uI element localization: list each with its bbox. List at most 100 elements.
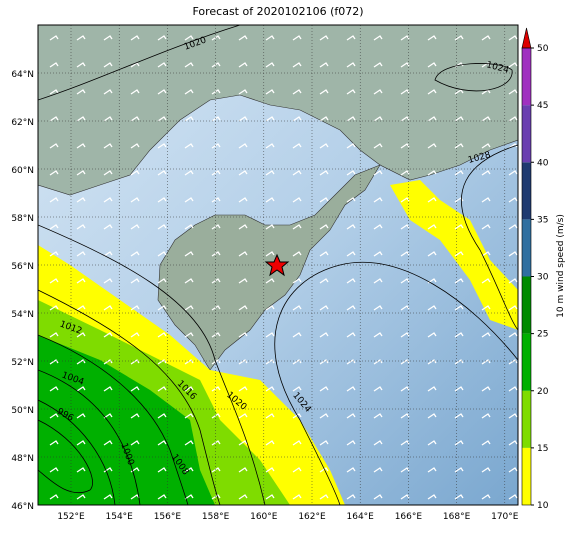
- colorbar-band: [522, 276, 531, 334]
- wind-barb: [157, 224, 167, 230]
- colorbar-band: [522, 162, 531, 220]
- wind-barb: [49, 494, 59, 500]
- wind-barb: [319, 62, 329, 68]
- colorbar-tick-label: 25: [537, 330, 548, 340]
- wind-barb: [211, 35, 221, 41]
- wind-barb: [103, 440, 113, 446]
- wind-barb: [130, 305, 140, 311]
- wind-barb: [184, 143, 194, 149]
- wind-barb: [238, 440, 248, 446]
- lat-label: 48°N: [11, 454, 34, 464]
- wind-barb: [211, 89, 221, 95]
- wind-barb: [49, 359, 59, 365]
- lat-label: 62°N: [11, 118, 34, 128]
- wind-barb: [454, 386, 464, 392]
- wind-field: [390, 180, 518, 330]
- wind-barb: [373, 116, 383, 122]
- wind-barb: [508, 413, 518, 419]
- wind-barb: [76, 35, 86, 41]
- wind-barb: [481, 494, 491, 500]
- wind-barb: [427, 332, 437, 338]
- lon-label: 152°E: [57, 512, 85, 522]
- lat-label: 54°N: [11, 310, 34, 320]
- wind-barb: [157, 332, 167, 338]
- wind-barb: [427, 386, 437, 392]
- wind-barb: [157, 278, 167, 284]
- wind-barb: [49, 35, 59, 41]
- wind-barb: [130, 197, 140, 203]
- wind-barb: [427, 305, 437, 311]
- wind-field: [38, 335, 215, 505]
- wind-barb: [49, 170, 59, 176]
- wind-barb: [454, 251, 464, 257]
- wind-barb: [157, 89, 167, 95]
- wind-barb: [265, 467, 275, 473]
- wind-barb: [319, 224, 329, 230]
- wind-barb: [454, 305, 464, 311]
- wind-barb: [76, 170, 86, 176]
- lon-label: 168°E: [443, 512, 471, 522]
- wind-barb: [103, 35, 113, 41]
- wind-barb: [319, 305, 329, 311]
- wind-barb: [265, 35, 275, 41]
- colorbar-tick-label: 40: [537, 158, 549, 168]
- wind-barb: [508, 278, 518, 284]
- wind-barb: [454, 89, 464, 95]
- wind-barb: [103, 143, 113, 149]
- wind-barb: [454, 224, 464, 230]
- wind-barb: [211, 332, 221, 338]
- wind-barb: [49, 62, 59, 68]
- wind-barb: [265, 305, 275, 311]
- wind-barb: [292, 305, 302, 311]
- wind-barb: [427, 62, 437, 68]
- land-mainland: [38, 25, 518, 196]
- wind-barb: [49, 251, 59, 257]
- wind-barb: [373, 62, 383, 68]
- wind-barb: [103, 494, 113, 500]
- wind-barb: [238, 89, 248, 95]
- wind-barb: [238, 278, 248, 284]
- wind-barb: [292, 116, 302, 122]
- wind-barb: [211, 467, 221, 473]
- wind-barb: [76, 251, 86, 257]
- wind-barb: [319, 494, 329, 500]
- colorbar-band: [522, 390, 531, 448]
- wind-barb: [211, 278, 221, 284]
- wind-barb: [319, 332, 329, 338]
- wind-barb: [319, 89, 329, 95]
- wind-barb: [508, 170, 518, 176]
- wind-barb: [346, 197, 356, 203]
- wind-barb: [427, 35, 437, 41]
- wind-barb: [481, 170, 491, 176]
- wind-barb: [427, 413, 437, 419]
- wind-barb: [427, 359, 437, 365]
- wind-barb: [184, 359, 194, 365]
- wind-barb: [184, 305, 194, 311]
- lat-label: 56°N: [11, 262, 34, 272]
- wind-barb: [265, 494, 275, 500]
- wind-barb: [130, 116, 140, 122]
- wind-barb: [454, 332, 464, 338]
- wind-barb: [49, 332, 59, 338]
- wind-barb: [130, 278, 140, 284]
- wind-barb: [76, 116, 86, 122]
- wind-barb: [157, 116, 167, 122]
- wind-barb: [373, 413, 383, 419]
- lon-label: 158°E: [202, 512, 230, 522]
- wind-barb: [373, 251, 383, 257]
- wind-barb: [454, 170, 464, 176]
- wind-barb: [481, 359, 491, 365]
- wind-barb: [427, 251, 437, 257]
- wind-barb: [481, 332, 491, 338]
- wind-barb: [103, 197, 113, 203]
- wind-barb: [265, 143, 275, 149]
- wind-barb: [103, 305, 113, 311]
- wind-barb: [319, 386, 329, 392]
- wind-barb: [454, 413, 464, 419]
- wind-barb: [508, 89, 518, 95]
- wind-barb: [481, 116, 491, 122]
- wind-barb: [130, 251, 140, 257]
- wind-barb: [508, 467, 518, 473]
- wind-barb: [157, 359, 167, 365]
- location-marker: [264, 253, 290, 277]
